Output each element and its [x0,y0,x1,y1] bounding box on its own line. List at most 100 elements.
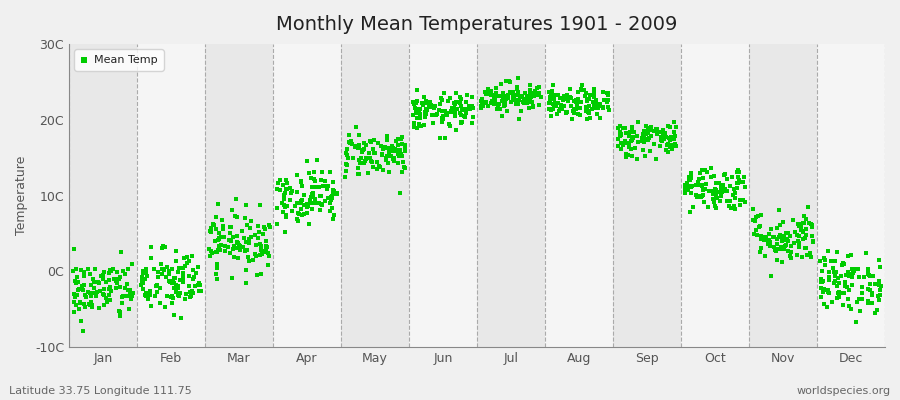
Mean Temp [641,129,655,136]
Mean Temp [76,273,91,280]
Mean Temp [720,188,734,194]
Mean Temp [115,300,130,307]
Mean Temp [735,197,750,204]
Mean Temp [668,140,682,147]
Mean Temp [223,224,238,230]
Mean Temp [99,294,113,301]
Mean Temp [532,84,546,90]
Mean Temp [715,188,729,195]
Mean Temp [845,274,859,280]
Mean Temp [592,103,607,109]
Mean Temp [88,290,103,297]
Mean Temp [381,160,395,166]
Mean Temp [178,291,193,298]
Mean Temp [709,180,724,186]
Mean Temp [384,153,399,159]
Mean Temp [695,193,709,199]
Mean Temp [112,284,127,290]
Mean Temp [313,176,328,183]
Mean Temp [410,106,425,112]
Mean Temp [156,243,170,249]
Mean Temp [552,108,566,114]
Mean Temp [534,94,548,100]
Mean Temp [640,137,654,144]
Mean Temp [806,224,820,230]
Mean Temp [855,290,869,296]
Mean Temp [761,240,776,247]
Mean Temp [630,132,644,139]
Mean Temp [852,273,867,280]
Mean Temp [448,90,463,96]
Mean Temp [806,238,821,245]
Mean Temp [291,218,305,224]
Mean Temp [714,186,728,193]
Mean Temp [836,260,850,266]
Mean Temp [270,205,284,212]
Mean Temp [93,287,107,294]
Mean Temp [523,91,537,97]
Mean Temp [353,160,367,167]
Mean Temp [617,138,632,144]
Mean Temp [780,248,795,254]
Mean Temp [458,113,473,120]
Mean Temp [507,92,521,98]
Mean Temp [684,190,698,196]
Mean Temp [549,103,563,110]
Mean Temp [310,156,324,163]
Mean Temp [358,158,373,164]
Mean Temp [625,134,639,140]
Mean Temp [398,146,412,152]
Mean Temp [448,101,463,108]
Mean Temp [704,174,718,181]
Bar [749,44,817,347]
Mean Temp [307,168,321,175]
Mean Temp [153,285,167,291]
Mean Temp [155,271,169,277]
Mean Temp [779,237,794,243]
Mean Temp [214,242,229,248]
Mean Temp [523,98,537,104]
Mean Temp [109,285,123,291]
Mean Temp [395,140,410,147]
Mean Temp [339,162,354,168]
Mean Temp [138,276,152,282]
Mean Temp [122,287,137,293]
Mean Temp [293,198,308,204]
Mean Temp [637,130,652,137]
Mean Temp [814,276,829,282]
Mean Temp [230,238,244,245]
Mean Temp [389,147,403,154]
Mean Temp [644,133,658,139]
Mean Temp [695,182,709,188]
Mean Temp [450,106,464,112]
Mean Temp [544,107,558,114]
Mean Temp [509,92,524,98]
Mean Temp [410,109,424,116]
Mean Temp [288,203,302,209]
Mean Temp [795,254,809,260]
Mean Temp [76,327,91,334]
Mean Temp [413,105,428,112]
Mean Temp [446,100,461,106]
Mean Temp [435,119,449,126]
Mean Temp [202,228,217,234]
Mean Temp [162,271,176,278]
Mean Temp [410,114,425,121]
Mean Temp [828,272,842,279]
Mean Temp [262,252,276,259]
Mean Temp [391,142,405,148]
Mean Temp [435,96,449,103]
Mean Temp [243,225,257,231]
Mean Temp [487,96,501,102]
Mean Temp [746,205,760,212]
Mean Temp [862,280,877,287]
Mean Temp [831,275,845,281]
Mean Temp [97,286,112,292]
Mean Temp [704,164,718,171]
Mean Temp [191,282,205,288]
Mean Temp [159,264,174,270]
Mean Temp [723,183,737,189]
Mean Temp [278,212,293,218]
Mean Temp [359,142,374,148]
Mean Temp [118,284,132,291]
